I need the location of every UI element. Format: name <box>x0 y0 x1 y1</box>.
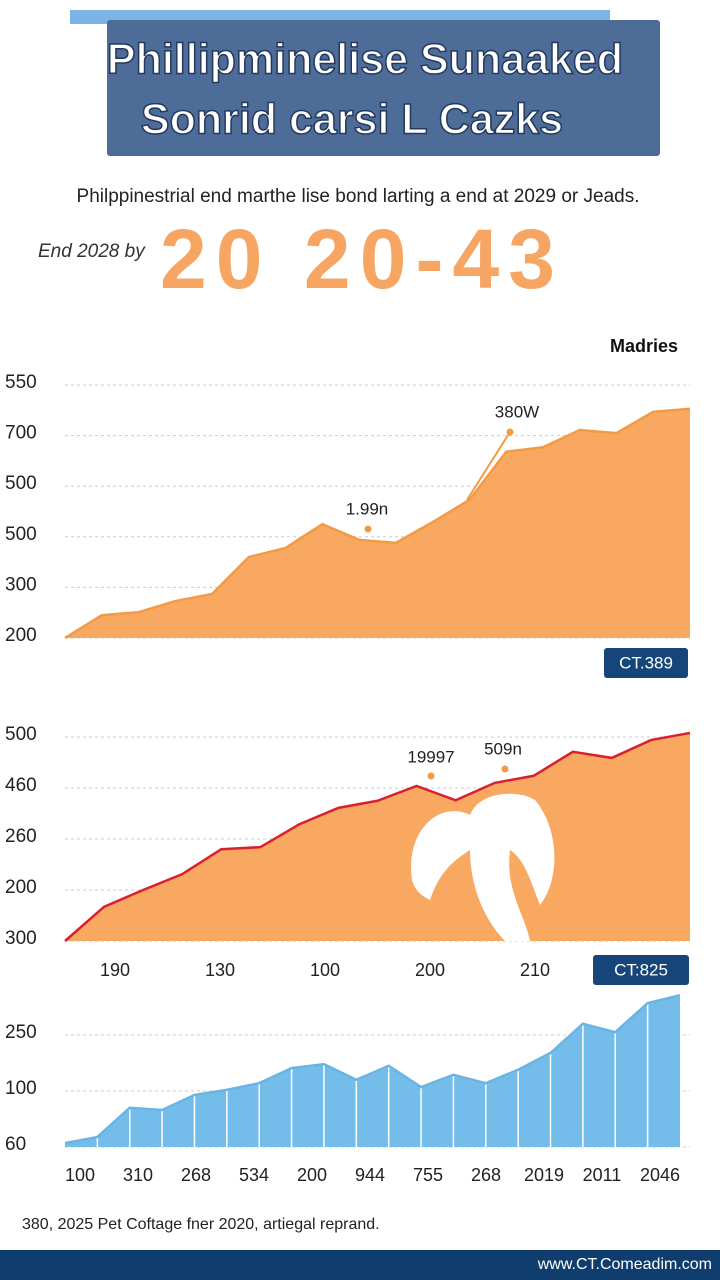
y-tick-label: 300 <box>5 574 37 595</box>
title-box <box>107 20 660 156</box>
x-tick-label: 944 <box>355 1165 385 1185</box>
badge-box <box>604 648 688 678</box>
y-tick-label: 200 <box>5 877 37 898</box>
footer-bar <box>0 1250 720 1280</box>
annotation: 1.99n <box>346 499 389 518</box>
annotation-dot <box>506 428 514 436</box>
x-tick-label: 268 <box>471 1165 501 1185</box>
area <box>65 408 690 638</box>
y-tick-label: 250 <box>5 1022 37 1043</box>
x-tick-label: 534 <box>239 1165 269 1185</box>
subtitle: Philppinestrial end marthe lise bond lar… <box>77 186 640 207</box>
x-tick-label: 210 <box>520 960 550 980</box>
badge: CT:825 <box>614 960 668 979</box>
title: Sonrid carsi L Cazks <box>141 95 563 143</box>
x-tick-label: 2011 <box>583 1165 622 1185</box>
y-tick-label: 460 <box>5 775 37 796</box>
x-tick-label: 200 <box>415 960 445 980</box>
annotation: 19997 <box>407 747 454 766</box>
annotation-dot <box>501 765 509 773</box>
annotation-arrow <box>466 431 511 501</box>
highlight-number: 20 20-43 <box>160 212 555 306</box>
x-tick-label: 310 <box>123 1165 153 1185</box>
x-tick-label: 2046 <box>640 1165 680 1185</box>
annotation: 380W <box>495 402 539 421</box>
area <box>65 732 690 941</box>
x-tick-label: 2019 <box>524 1165 564 1185</box>
y-tick-label: 260 <box>5 826 37 847</box>
badge: CT.389 <box>619 653 673 672</box>
annotation-dot <box>427 772 435 780</box>
y-tick-label: 700 <box>5 423 37 444</box>
line <box>64 731 691 942</box>
annotation: 509n <box>484 739 522 758</box>
y-tick-label: 500 <box>5 724 37 745</box>
area <box>65 995 680 1147</box>
annotation-dot <box>364 525 372 533</box>
x-tick-label: 100 <box>65 1165 95 1185</box>
x-tick-label: 755 <box>413 1165 443 1185</box>
y-tick-label: 500 <box>5 473 37 494</box>
x-tick-label: 100 <box>310 960 340 980</box>
y-tick-label: 500 <box>5 524 37 545</box>
x-tick-label: 130 <box>205 960 235 980</box>
lead-text: End 2028 by <box>38 241 146 262</box>
line <box>64 407 691 640</box>
y-tick-label: 300 <box>5 928 37 949</box>
line <box>64 994 681 1145</box>
y-tick-label: 100 <box>5 1078 37 1099</box>
badge-box <box>593 955 689 985</box>
x-tick-label: 268 <box>181 1165 211 1185</box>
title: Phillipminelise Sunaaked <box>107 35 623 83</box>
white-emblem <box>411 793 555 941</box>
legend-label: Madries <box>610 336 678 356</box>
y-tick-label: 550 <box>5 372 37 393</box>
x-tick-label: 200 <box>297 1165 327 1185</box>
footer-note: 380, 2025 Pet Coftage fner 2020, artiega… <box>22 1216 380 1233</box>
footer-url: www.CT.Comeadim.com <box>537 1256 712 1273</box>
y-tick-label: 200 <box>5 625 37 646</box>
y-tick-label: 60 <box>5 1134 26 1155</box>
x-tick-label: 190 <box>100 960 130 980</box>
